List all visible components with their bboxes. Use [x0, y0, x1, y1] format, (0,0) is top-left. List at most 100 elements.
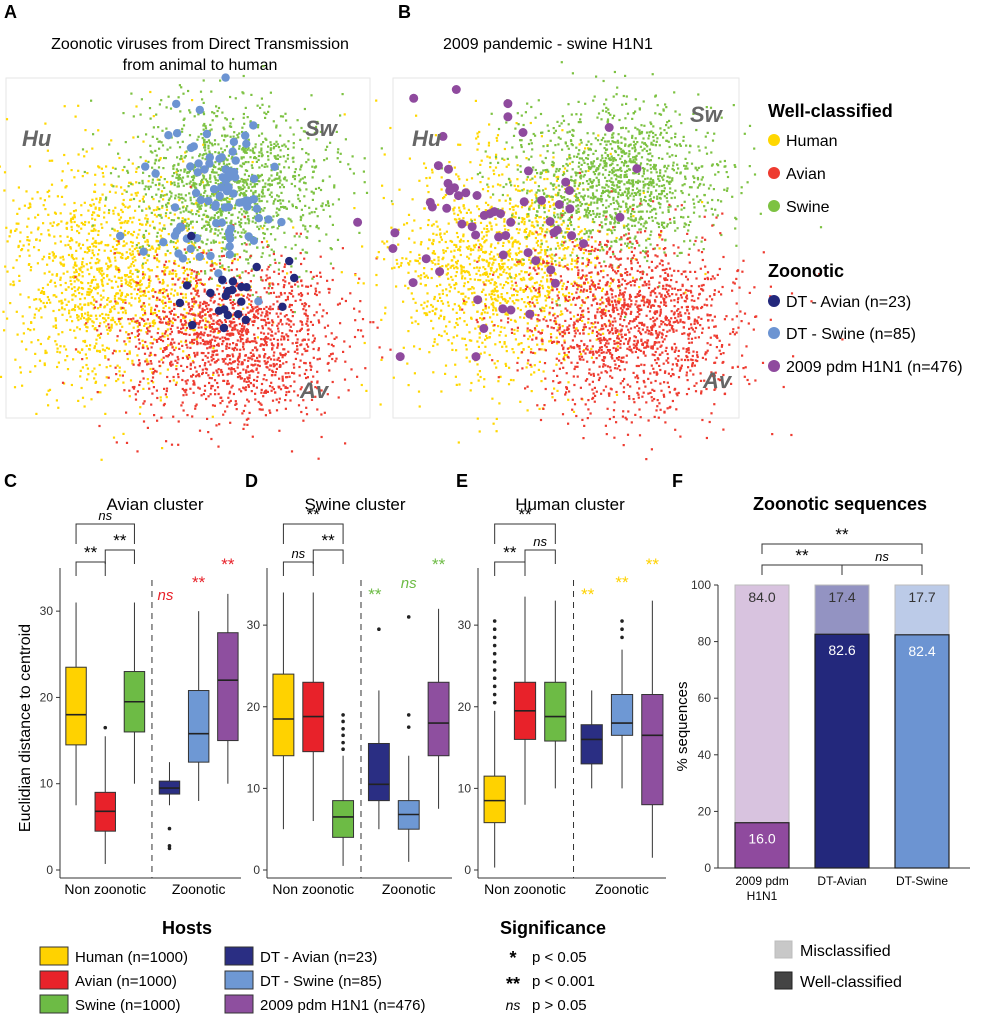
box-avian [513, 596, 537, 805]
outlier-point [620, 619, 624, 623]
significance-bracket [75, 561, 106, 576]
outlier-point [341, 726, 345, 731]
significance-bracket [104, 549, 135, 564]
box-body [367, 742, 390, 802]
outlier-point [492, 668, 497, 672]
x-group-label-zoonotic: Zoonotic [595, 881, 649, 897]
legend-avian-label: Avian [786, 166, 826, 183]
hosts-legend-title: Hosts [162, 918, 212, 938]
panel-f-barchart: Zoonotic sequences 0 20 40 60 80 100 % sequence… [674, 494, 970, 903]
x-group-label-non-zoonotic: Non zoonotic [484, 881, 566, 897]
significance-label: ns [98, 508, 112, 523]
zoonotic-significance-label: ** [432, 555, 446, 574]
significance-bracket [524, 549, 556, 564]
significance-label: ns [875, 549, 889, 564]
legend-well-classified-swatch [774, 971, 793, 990]
hosts-legend-dt-swine-label: DT - Swine (n=85) [260, 973, 382, 990]
box-body [641, 694, 664, 806]
box-avian [94, 725, 116, 864]
panel-c-boxplot: Avian cluster 0 10 20 30 Euclidian distance t… [17, 495, 241, 897]
x-group-label-non-zoonotic: Non zoonotic [272, 881, 354, 897]
legend-swine-dot [768, 200, 780, 212]
outlier-point [103, 725, 108, 730]
y-tick-label: 80 [698, 635, 712, 649]
panel-e-boxplot: Human cluster 0 10 20 30 Non zoonotic Zoonotic… [458, 495, 666, 897]
box-body [483, 775, 506, 824]
y-tick-label: 10 [247, 781, 261, 795]
legend-dt-avian-label: DT - Avian (n=23) [786, 294, 911, 311]
hosts-legend-swine-label: Swine (n=1000) [75, 997, 180, 1014]
panel-b-title: 2009 pandemic - swine H1N1 [443, 36, 653, 53]
box-dt-avian [367, 627, 390, 830]
significance-one-star-label: p < 0.05 [532, 949, 587, 966]
box-body [332, 800, 355, 838]
box-body [427, 681, 450, 757]
y-tick-label: 10 [458, 781, 472, 795]
x-group-label-zoonotic: Zoonotic [172, 881, 226, 897]
panel-a-title-line2: from animal to human [123, 57, 278, 74]
outlier-point [167, 844, 172, 848]
outlier-point [406, 615, 411, 619]
panel-c-title: Avian cluster [106, 495, 203, 514]
box-avian [302, 592, 325, 822]
x-category-label: DT-Swine [896, 874, 948, 888]
legend-well-classified-label: Well-classified [800, 974, 902, 991]
significance-one-star: * [509, 948, 516, 968]
top-legend: Well-classified Human Avian Swine Zoonot… [768, 101, 963, 376]
panel-d-boxplot: Swine cluster 0 10 20 30 Non zoonotic Zoonotic… [247, 495, 452, 897]
significance-label: ** [307, 505, 321, 524]
bar-pdm: 84.0 16.0 [734, 584, 790, 869]
box-human [272, 592, 295, 830]
significance-bracket [312, 549, 344, 564]
box-dt-swine [397, 615, 420, 862]
zoonotic-significance-label: ** [221, 555, 235, 574]
significance-label: ** [113, 531, 127, 550]
outlier-point [377, 627, 381, 632]
significance-ns-label: p > 0.05 [532, 997, 587, 1014]
hosts-legend-human-label: Human (n=1000) [75, 949, 188, 966]
panel-b-pdm-points [353, 85, 642, 362]
legend-well-classified-title: Well-classified [768, 101, 893, 121]
panel-letter-a: A [4, 2, 17, 22]
legend-dt-swine-label: DT - Swine (n=85) [786, 326, 916, 343]
y-axis-label: Euclidian distance to centroid [17, 624, 34, 832]
x-group-label-non-zoonotic: Non zoonotic [64, 881, 146, 897]
outlier-point [492, 660, 497, 664]
legend-pdm-label: 2009 pdm H1N1 (n=476) [786, 359, 963, 376]
box-dt-avian [158, 762, 181, 851]
panel-a-label-hu: Hu [22, 126, 52, 151]
panel-b-label-hu: Hu [412, 126, 442, 151]
significance-label: ** [84, 543, 98, 562]
box-2009-pdm-h1n1 [217, 593, 239, 784]
significance-label: ** [322, 531, 336, 550]
outlier-point [492, 684, 497, 689]
significance-bracket [761, 543, 923, 554]
y-tick-label: 30 [247, 618, 261, 632]
zoonotic-significance-label: ** [646, 555, 660, 574]
significance-bracket [75, 523, 135, 544]
box-human [65, 602, 87, 806]
significance-bracket [282, 523, 344, 544]
significance-bracket [282, 561, 314, 576]
outlier-point [406, 725, 411, 729]
significance-ns: ns [506, 997, 521, 1013]
panel-a-title-line1: Zoonotic viruses from Direct Transmissio… [51, 36, 349, 53]
box-dt-swine [187, 611, 210, 801]
bar-label-misclassified: 84.0 [748, 589, 775, 605]
bar-dt-swine: 17.7 82.4 [894, 584, 950, 869]
significance-label: ns [533, 534, 547, 549]
box-dt-swine [610, 619, 634, 789]
panel-a-human-cloud [0, 90, 289, 461]
panel-letter-c: C [4, 471, 17, 491]
outlier-point [620, 635, 624, 640]
y-axis-label: % sequences [674, 681, 691, 771]
bar-label-well-classified: 16.0 [748, 831, 775, 847]
panel-a-label-sw: Sw [305, 116, 339, 141]
panel-b-scatter [292, 61, 844, 461]
box-body [580, 724, 603, 765]
zoonotic-significance-label: ** [581, 585, 595, 604]
box-body [610, 694, 634, 736]
box-2009-pdm-h1n1 [427, 608, 450, 809]
y-tick-label: 0 [46, 863, 53, 877]
y-tick-label: 100 [691, 578, 711, 592]
